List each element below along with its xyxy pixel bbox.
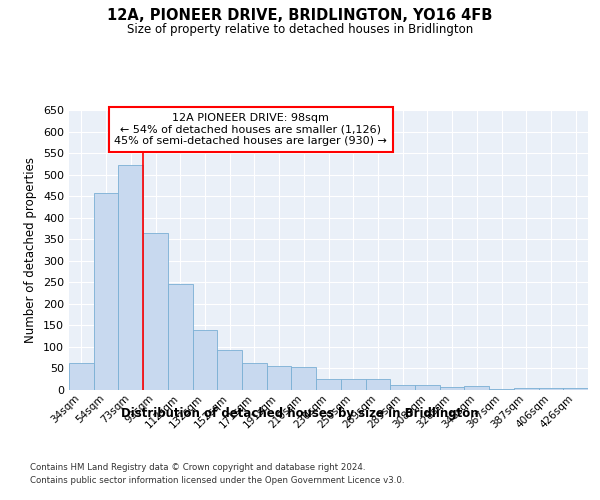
Bar <box>118 165 143 390</box>
Bar <box>242 364 267 390</box>
Bar <box>94 193 118 390</box>
Bar <box>316 379 341 390</box>
Bar <box>193 330 217 390</box>
Bar <box>390 386 415 390</box>
Bar <box>292 367 316 390</box>
Bar <box>489 388 514 390</box>
Bar <box>563 388 588 390</box>
Text: Contains public sector information licensed under the Open Government Licence v3: Contains public sector information licen… <box>30 476 404 485</box>
Text: 12A, PIONEER DRIVE, BRIDLINGTON, YO16 4FB: 12A, PIONEER DRIVE, BRIDLINGTON, YO16 4F… <box>107 8 493 22</box>
Y-axis label: Number of detached properties: Number of detached properties <box>25 157 37 343</box>
Bar <box>341 379 365 390</box>
Bar <box>464 386 489 390</box>
Bar <box>217 350 242 390</box>
Text: Size of property relative to detached houses in Bridlington: Size of property relative to detached ho… <box>127 22 473 36</box>
Bar <box>168 284 193 390</box>
Text: 12A PIONEER DRIVE: 98sqm
← 54% of detached houses are smaller (1,126)
45% of sem: 12A PIONEER DRIVE: 98sqm ← 54% of detach… <box>114 113 387 146</box>
Bar <box>365 379 390 390</box>
Text: Distribution of detached houses by size in Bridlington: Distribution of detached houses by size … <box>121 408 479 420</box>
Text: Contains HM Land Registry data © Crown copyright and database right 2024.: Contains HM Land Registry data © Crown c… <box>30 462 365 471</box>
Bar <box>143 233 168 390</box>
Bar <box>440 388 464 390</box>
Bar <box>539 388 563 390</box>
Bar <box>415 385 440 390</box>
Bar <box>267 366 292 390</box>
Bar <box>514 388 539 390</box>
Bar <box>69 364 94 390</box>
